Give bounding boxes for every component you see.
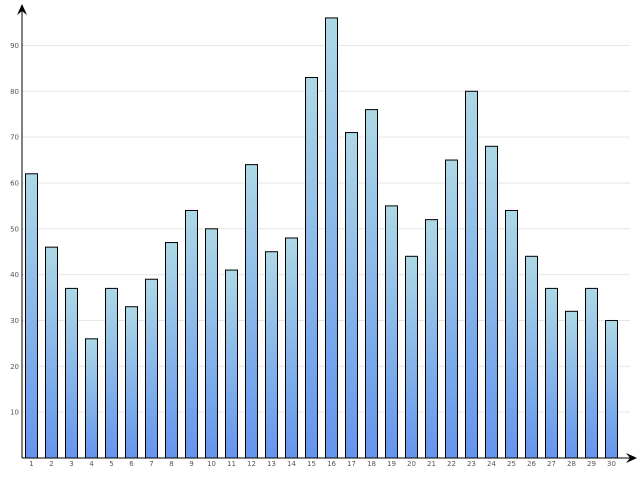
bar-1 (25, 173, 38, 459)
x-tick-label-27: 27 (547, 460, 556, 468)
bar-28 (565, 310, 578, 459)
bar-26 (525, 255, 538, 459)
bar-23 (465, 90, 478, 459)
x-tick-label-29: 29 (587, 460, 596, 468)
bar-9 (185, 209, 198, 459)
bar-22 (445, 159, 458, 459)
y-tick-label-70: 70 (10, 134, 19, 142)
x-tick-label-8: 8 (169, 460, 173, 468)
x-tick-label-28: 28 (567, 460, 576, 468)
y-tick-label-30: 30 (10, 317, 19, 325)
x-tick-label-6: 6 (129, 460, 134, 468)
bar-5 (105, 287, 118, 459)
bar-30 (605, 319, 618, 459)
bar-18 (365, 109, 378, 459)
y-tick-label-80: 80 (10, 88, 19, 96)
y-axis-arrow-icon (17, 4, 27, 15)
bar-3 (65, 287, 78, 459)
bar-2 (45, 246, 58, 459)
x-axis-arrow-icon (626, 453, 637, 463)
bar-17 (345, 132, 358, 459)
x-tick-label-26: 26 (527, 460, 536, 468)
x-tick-label-21: 21 (427, 460, 436, 468)
y-tick-labels: 10 20 30 40 50 60 70 80 90 (10, 42, 19, 417)
bar-29 (585, 287, 598, 459)
bar-19 (385, 205, 398, 459)
x-tick-label-7: 7 (149, 460, 153, 468)
x-tick-label-16: 16 (327, 460, 336, 468)
x-tick-label-17: 17 (347, 460, 356, 468)
bar-8 (165, 242, 178, 459)
x-tick-label-5: 5 (109, 460, 113, 468)
y-tick-label-90: 90 (10, 42, 19, 50)
bar-7 (145, 278, 158, 459)
x-tick-label-18: 18 (367, 460, 376, 468)
y-tick-label-40: 40 (10, 271, 19, 279)
x-tick-label-13: 13 (267, 460, 276, 468)
bar-12 (245, 164, 258, 459)
bar-11 (225, 269, 238, 459)
bar-14 (285, 237, 298, 459)
x-tick-label-25: 25 (507, 460, 516, 468)
x-tick-label-4: 4 (89, 460, 94, 468)
bar-6 (125, 306, 138, 459)
x-tick-label-3: 3 (69, 460, 73, 468)
bar-13 (265, 251, 278, 459)
x-tick-label-10: 10 (207, 460, 216, 468)
x-tick-labels: 1 2 3 4 5 6 7 8 9 10 11 12 13 14 15 16 17 18 19 20 21 22 23 24 2… (29, 460, 616, 468)
x-tick-label-9: 9 (189, 460, 193, 468)
bar-4 (85, 338, 98, 459)
bar-16 (325, 17, 338, 459)
x-tick-label-12: 12 (247, 460, 256, 468)
x-tick-label-22: 22 (447, 460, 456, 468)
x-tick-label-20: 20 (407, 460, 416, 468)
axes (17, 4, 637, 463)
x-tick-label-30: 30 (607, 460, 616, 468)
y-tick-label-20: 20 (10, 363, 19, 371)
bars (25, 17, 618, 459)
y-tick-label-10: 10 (10, 409, 19, 417)
bar-24 (485, 145, 498, 459)
bar-20 (405, 255, 418, 459)
y-tick-label-50: 50 (10, 225, 19, 233)
x-tick-label-11: 11 (227, 460, 236, 468)
x-tick-label-24: 24 (487, 460, 496, 468)
x-tick-label-15: 15 (307, 460, 316, 468)
x-tick-label-23: 23 (467, 460, 476, 468)
y-tick-label-60: 60 (10, 179, 19, 187)
x-tick-label-14: 14 (287, 460, 296, 468)
x-tick-label-1: 1 (29, 460, 33, 468)
x-tick-label-2: 2 (49, 460, 53, 468)
bar-10 (205, 228, 218, 459)
bar-27 (545, 287, 558, 459)
bar-21 (425, 219, 438, 459)
bar-25 (505, 209, 518, 459)
x-tick-label-19: 19 (387, 460, 396, 468)
bar-15 (305, 77, 318, 459)
